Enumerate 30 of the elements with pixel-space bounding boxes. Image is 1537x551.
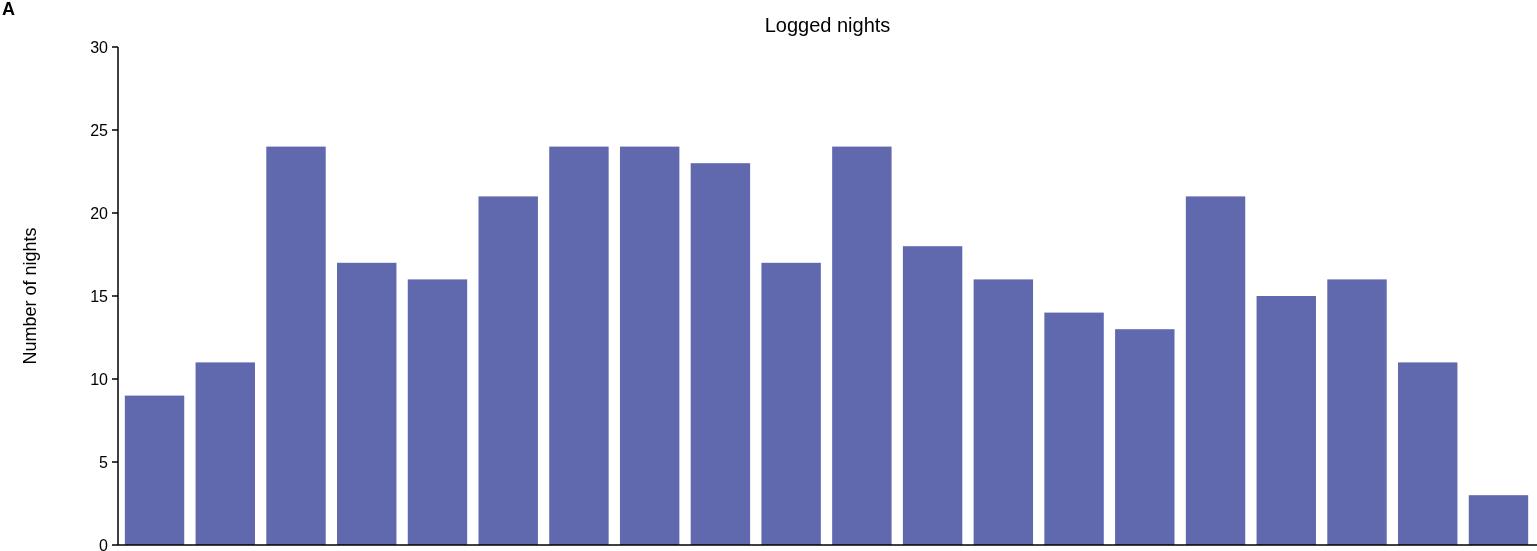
bar [124, 395, 185, 545]
bar [1398, 362, 1458, 545]
bar [337, 262, 397, 545]
y-tick-label: 0 [99, 536, 109, 551]
y-axis-title: Number of nights [20, 227, 40, 365]
bar [1044, 312, 1104, 545]
y-tick-label: 15 [90, 287, 109, 305]
y-tick-label: 30 [90, 38, 109, 56]
bar [973, 279, 1034, 545]
bar [266, 146, 326, 545]
bar [902, 246, 963, 545]
bar [832, 146, 892, 545]
y-tick-label: 10 [90, 370, 109, 388]
bar [1327, 279, 1387, 545]
bar [195, 362, 255, 545]
bar [1256, 296, 1316, 545]
y-tick-label: 5 [99, 453, 109, 471]
bar [690, 163, 751, 545]
text: A [2, 0, 15, 19]
y-tick-label: 25 [90, 121, 109, 139]
bar [549, 146, 609, 545]
y-tick-label: 20 [90, 204, 109, 222]
bar [1115, 329, 1175, 545]
bar [619, 146, 680, 545]
bar [761, 262, 821, 545]
bar [1468, 495, 1529, 545]
bar [407, 279, 468, 545]
chart-title: Logged nights [764, 14, 891, 36]
bar [478, 196, 538, 545]
bar [1185, 196, 1246, 545]
